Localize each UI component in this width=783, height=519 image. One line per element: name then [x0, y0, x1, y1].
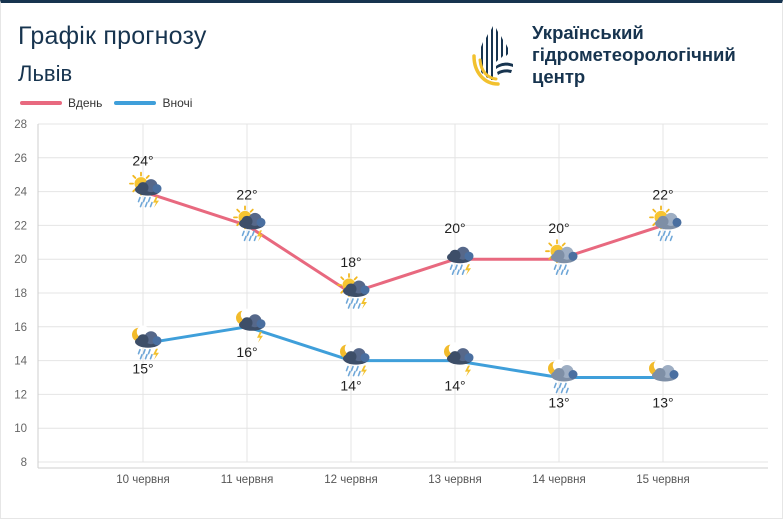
brand-block: Український гідрометеорологічний центр	[470, 22, 770, 92]
sun-storm-rain-icon	[337, 273, 370, 309]
legend-night-label: Вночі	[162, 96, 193, 110]
page-title: Графік прогнозу	[18, 22, 207, 50]
legend-item-day[interactable]: Вдень	[20, 96, 102, 110]
series-line-night	[141, 325, 665, 379]
city-name: Львів	[18, 61, 73, 86]
sun-storm-rain-icon	[129, 171, 162, 208]
data-label: 14°	[444, 378, 465, 394]
data-label: 16°	[236, 344, 257, 360]
legend-day-label: Вдень	[68, 96, 103, 110]
data-label: 13°	[548, 395, 569, 411]
y-tick-label: 12	[14, 389, 27, 401]
chart-legend: Вдень Вночі	[20, 96, 204, 110]
y-tick-label: 14	[14, 356, 27, 368]
org-name-line3: центр	[532, 66, 586, 87]
x-tick-label: 12 червня	[324, 474, 377, 486]
y-tick-label: 26	[14, 153, 27, 165]
x-tick-label: 13 червня	[428, 474, 481, 486]
y-tick-label: 8	[21, 457, 27, 469]
moon-storm-rain-icon	[132, 325, 162, 360]
storm-rain-icon	[447, 246, 474, 276]
legend-day-swatch	[20, 101, 62, 105]
x-tick-label: 11 червня	[221, 474, 274, 486]
sun-cloud-rain-icon	[649, 205, 682, 242]
y-tick-label: 20	[14, 254, 27, 266]
y-tick-label: 24	[14, 187, 27, 199]
data-label: 15°	[132, 361, 153, 377]
org-name: Український гідрометеорологічний центр	[532, 22, 736, 88]
x-tick-label: 10 червня	[116, 474, 169, 486]
data-label: 22°	[236, 186, 257, 202]
data-label: 18°	[340, 254, 361, 270]
y-tick-label: 18	[14, 288, 27, 300]
y-tick-label: 28	[14, 119, 27, 131]
data-label: 14°	[340, 378, 361, 394]
moon-cloud-rain-icon	[548, 359, 578, 394]
data-label: 13°	[652, 395, 673, 411]
moon-storm-icon	[236, 308, 266, 343]
data-label: 20°	[444, 220, 465, 236]
series-line-day	[141, 190, 665, 295]
y-tick-label: 16	[14, 322, 27, 334]
uhmc-logo-icon	[472, 26, 513, 86]
x-tick-label: 14 червня	[532, 474, 585, 486]
org-name-line2: гідрометеорологічний	[532, 44, 736, 65]
sun-storm-rain-icon	[233, 205, 266, 242]
legend-item-night[interactable]: Вночі	[114, 96, 192, 110]
moon-storm-icon	[444, 342, 474, 377]
data-label: 22°	[652, 186, 673, 202]
sun-cloud-rain-icon	[545, 239, 578, 276]
y-tick-label: 10	[14, 423, 27, 435]
y-tick-label: 22	[14, 220, 27, 232]
moon-cloud-icon	[649, 359, 679, 382]
data-label: 20°	[548, 220, 569, 236]
moon-storm-rain-icon	[340, 342, 370, 377]
org-name-line1: Український	[532, 22, 644, 43]
legend-night-swatch	[114, 101, 157, 105]
data-label: 24°	[132, 153, 153, 169]
x-tick-label: 15 червня	[636, 474, 689, 486]
